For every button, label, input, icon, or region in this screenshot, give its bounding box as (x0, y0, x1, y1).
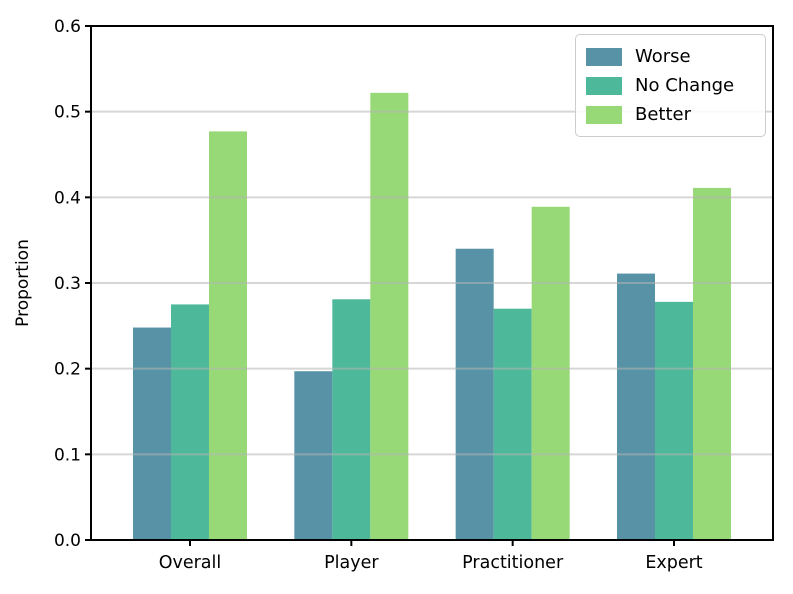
bar-no-change-expert (655, 301, 693, 540)
legend: Worse No Change Better (575, 34, 766, 137)
bar-better-expert (693, 187, 731, 540)
legend-swatch-no-change (586, 76, 622, 95)
legend-row-worse: Worse (586, 42, 755, 71)
y-tick-label: 0.3 (54, 274, 81, 294)
bar-no-change-player (332, 299, 371, 540)
x-tick-label-expert: Expert (645, 553, 702, 573)
y-axis-label: Proportion (13, 239, 33, 327)
bar-no-change-overall (171, 304, 209, 540)
legend-row-no-change: No Change (586, 71, 755, 100)
x-tick-label-player: Player (324, 553, 379, 573)
y-tick-label: 0.2 (54, 360, 81, 380)
legend-row-better: Better (586, 100, 755, 129)
y-tick-label: 0.4 (54, 188, 81, 208)
y-tick-label: 0.1 (54, 445, 81, 465)
bar-better-player (370, 92, 409, 540)
bar-worse-expert (617, 273, 655, 540)
x-tick-label-practitioner: Practitioner (462, 553, 564, 573)
x-tick-label-overall: Overall (159, 553, 222, 573)
legend-swatch-worse (586, 47, 622, 66)
bar-worse-player (294, 371, 333, 540)
bar-better-overall (209, 131, 247, 540)
bar-worse-practitioner (455, 248, 494, 540)
y-tick-label: 0.5 (54, 103, 81, 123)
bar-better-practitioner (531, 206, 570, 541)
bar-no-change-practitioner (493, 308, 532, 540)
y-tick-label: 0.0 (54, 531, 81, 551)
legend-label-no-change: No Change (635, 75, 735, 96)
legend-label-better: Better (635, 104, 692, 125)
legend-swatch-better (586, 105, 622, 124)
legend-label-worse: Worse (635, 46, 691, 67)
bar-worse-overall (133, 327, 171, 540)
y-tick-label: 0.6 (54, 17, 81, 37)
